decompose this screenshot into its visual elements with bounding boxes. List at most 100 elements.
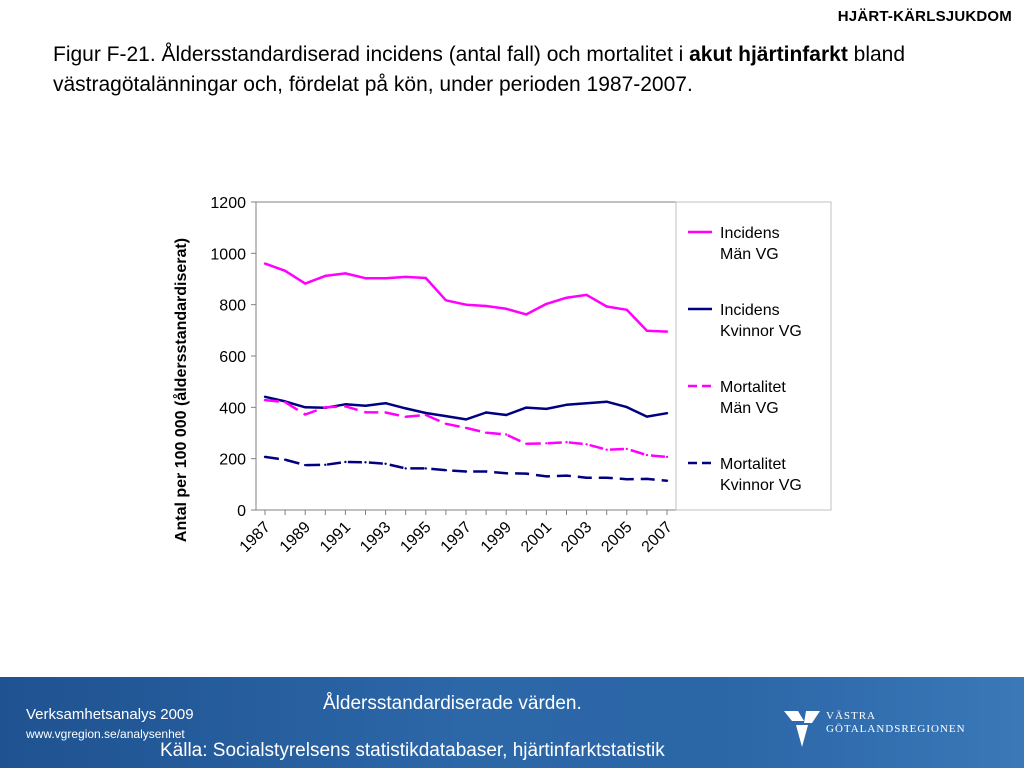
legend-label: Incidens	[720, 225, 780, 242]
data-point	[444, 469, 448, 472]
x-tick-label: 1991	[317, 519, 354, 556]
data-point	[424, 411, 427, 415]
data-point	[545, 407, 548, 411]
data-point	[263, 398, 267, 402]
x-tick-label: 1999	[478, 519, 515, 556]
footer-bar: Verksamhetsanalys 2009 www.vgregion.se/a…	[0, 677, 1024, 768]
data-point	[283, 401, 287, 404]
data-point	[444, 299, 448, 302]
y-tick-label: 0	[237, 503, 246, 520]
series-line-2	[264, 398, 668, 459]
data-point	[344, 272, 347, 275]
data-point	[605, 400, 608, 403]
data-point	[545, 302, 548, 306]
data-point	[424, 467, 427, 470]
data-point	[525, 442, 528, 445]
data-point	[665, 412, 669, 415]
data-point	[625, 308, 628, 311]
data-point	[665, 479, 669, 482]
data-point	[525, 472, 528, 475]
data-point	[324, 406, 327, 409]
data-point	[344, 405, 347, 408]
data-point	[484, 411, 488, 414]
legend-label: Män VG	[720, 246, 779, 263]
data-point	[364, 411, 367, 414]
data-point	[364, 277, 367, 280]
footer-url[interactable]: www.vgregion.se/analysenhet	[26, 727, 185, 741]
data-point	[605, 305, 608, 308]
data-point	[525, 313, 528, 316]
data-point	[605, 476, 608, 479]
data-point	[364, 461, 367, 464]
data-point	[404, 407, 407, 410]
title-text-bold: akut hjärtinfarkt	[689, 43, 848, 66]
data-point	[525, 406, 528, 409]
footer-source: Källa: Socialstyrelsens statistikdatabas…	[160, 740, 665, 761]
data-point	[565, 296, 568, 299]
data-point	[283, 458, 287, 461]
legend: Incidens Män VG Incidens Kvinnor VG Mortalit…	[675, 201, 832, 511]
data-point	[404, 467, 407, 470]
data-point	[625, 405, 628, 409]
data-point	[384, 402, 387, 405]
data-point	[665, 330, 669, 333]
data-point	[605, 448, 608, 451]
data-point	[283, 269, 287, 272]
title-text-part2: bland västragötalänningar och, fördelat …	[53, 43, 906, 96]
data-point	[384, 411, 387, 414]
y-tick-label: 1200	[210, 195, 246, 212]
data-point	[424, 276, 427, 280]
data-point	[625, 447, 628, 451]
data-point	[263, 262, 267, 265]
series-line-0	[264, 262, 668, 333]
x-tick-label: 2001	[518, 519, 555, 556]
data-point	[585, 293, 588, 297]
data-point	[545, 475, 548, 478]
data-point	[464, 470, 468, 473]
x-tick-label: 1997	[438, 519, 475, 556]
data-point	[565, 403, 568, 406]
data-point	[585, 402, 588, 405]
data-point	[565, 441, 568, 444]
vastra-gotalandsregionen-logo-icon	[784, 711, 820, 747]
data-point	[424, 413, 427, 417]
data-point	[464, 426, 468, 430]
x-tick-label: 1993	[357, 519, 394, 556]
data-point	[263, 395, 267, 398]
data-point	[545, 442, 548, 445]
x-tick-label: 2005	[598, 519, 635, 556]
x-tick-label: 2007	[639, 519, 676, 556]
data-point	[444, 414, 448, 418]
data-point	[384, 277, 387, 280]
data-point	[645, 329, 649, 332]
data-point	[304, 406, 307, 409]
data-point	[565, 474, 568, 477]
data-point	[304, 413, 307, 416]
logo-text-line2: GÖTALANDSREGIONEN	[826, 723, 966, 735]
data-point	[324, 463, 327, 466]
data-point	[625, 478, 628, 481]
data-point	[484, 431, 488, 434]
title-text-part1: Figur F-21. Åldersstandardiserad inciden…	[53, 43, 690, 66]
y-tick-label: 1000	[210, 246, 246, 263]
x-tick-label: 1989	[277, 519, 314, 556]
x-tick-label: 1995	[397, 519, 434, 556]
data-point	[484, 304, 488, 308]
section-label: HJÄRT-KÄRLSJUKDOM	[837, 8, 1012, 25]
legend-label: Kvinnor VG	[720, 477, 802, 494]
data-point	[444, 422, 448, 425]
data-point	[505, 307, 508, 310]
data-point	[585, 476, 588, 479]
footer-org: Verksamhetsanalys 2009	[26, 706, 194, 723]
legend-label: Mortalitet	[720, 379, 786, 396]
data-point	[464, 303, 468, 306]
figure-title: Figur F-21. Åldersstandardiserad inciden…	[53, 40, 933, 100]
y-tick-label: 600	[219, 349, 246, 366]
y-tick-label: 200	[219, 452, 246, 469]
data-point	[344, 460, 347, 464]
data-point	[665, 455, 669, 459]
data-point	[304, 463, 307, 467]
data-point	[585, 443, 588, 446]
